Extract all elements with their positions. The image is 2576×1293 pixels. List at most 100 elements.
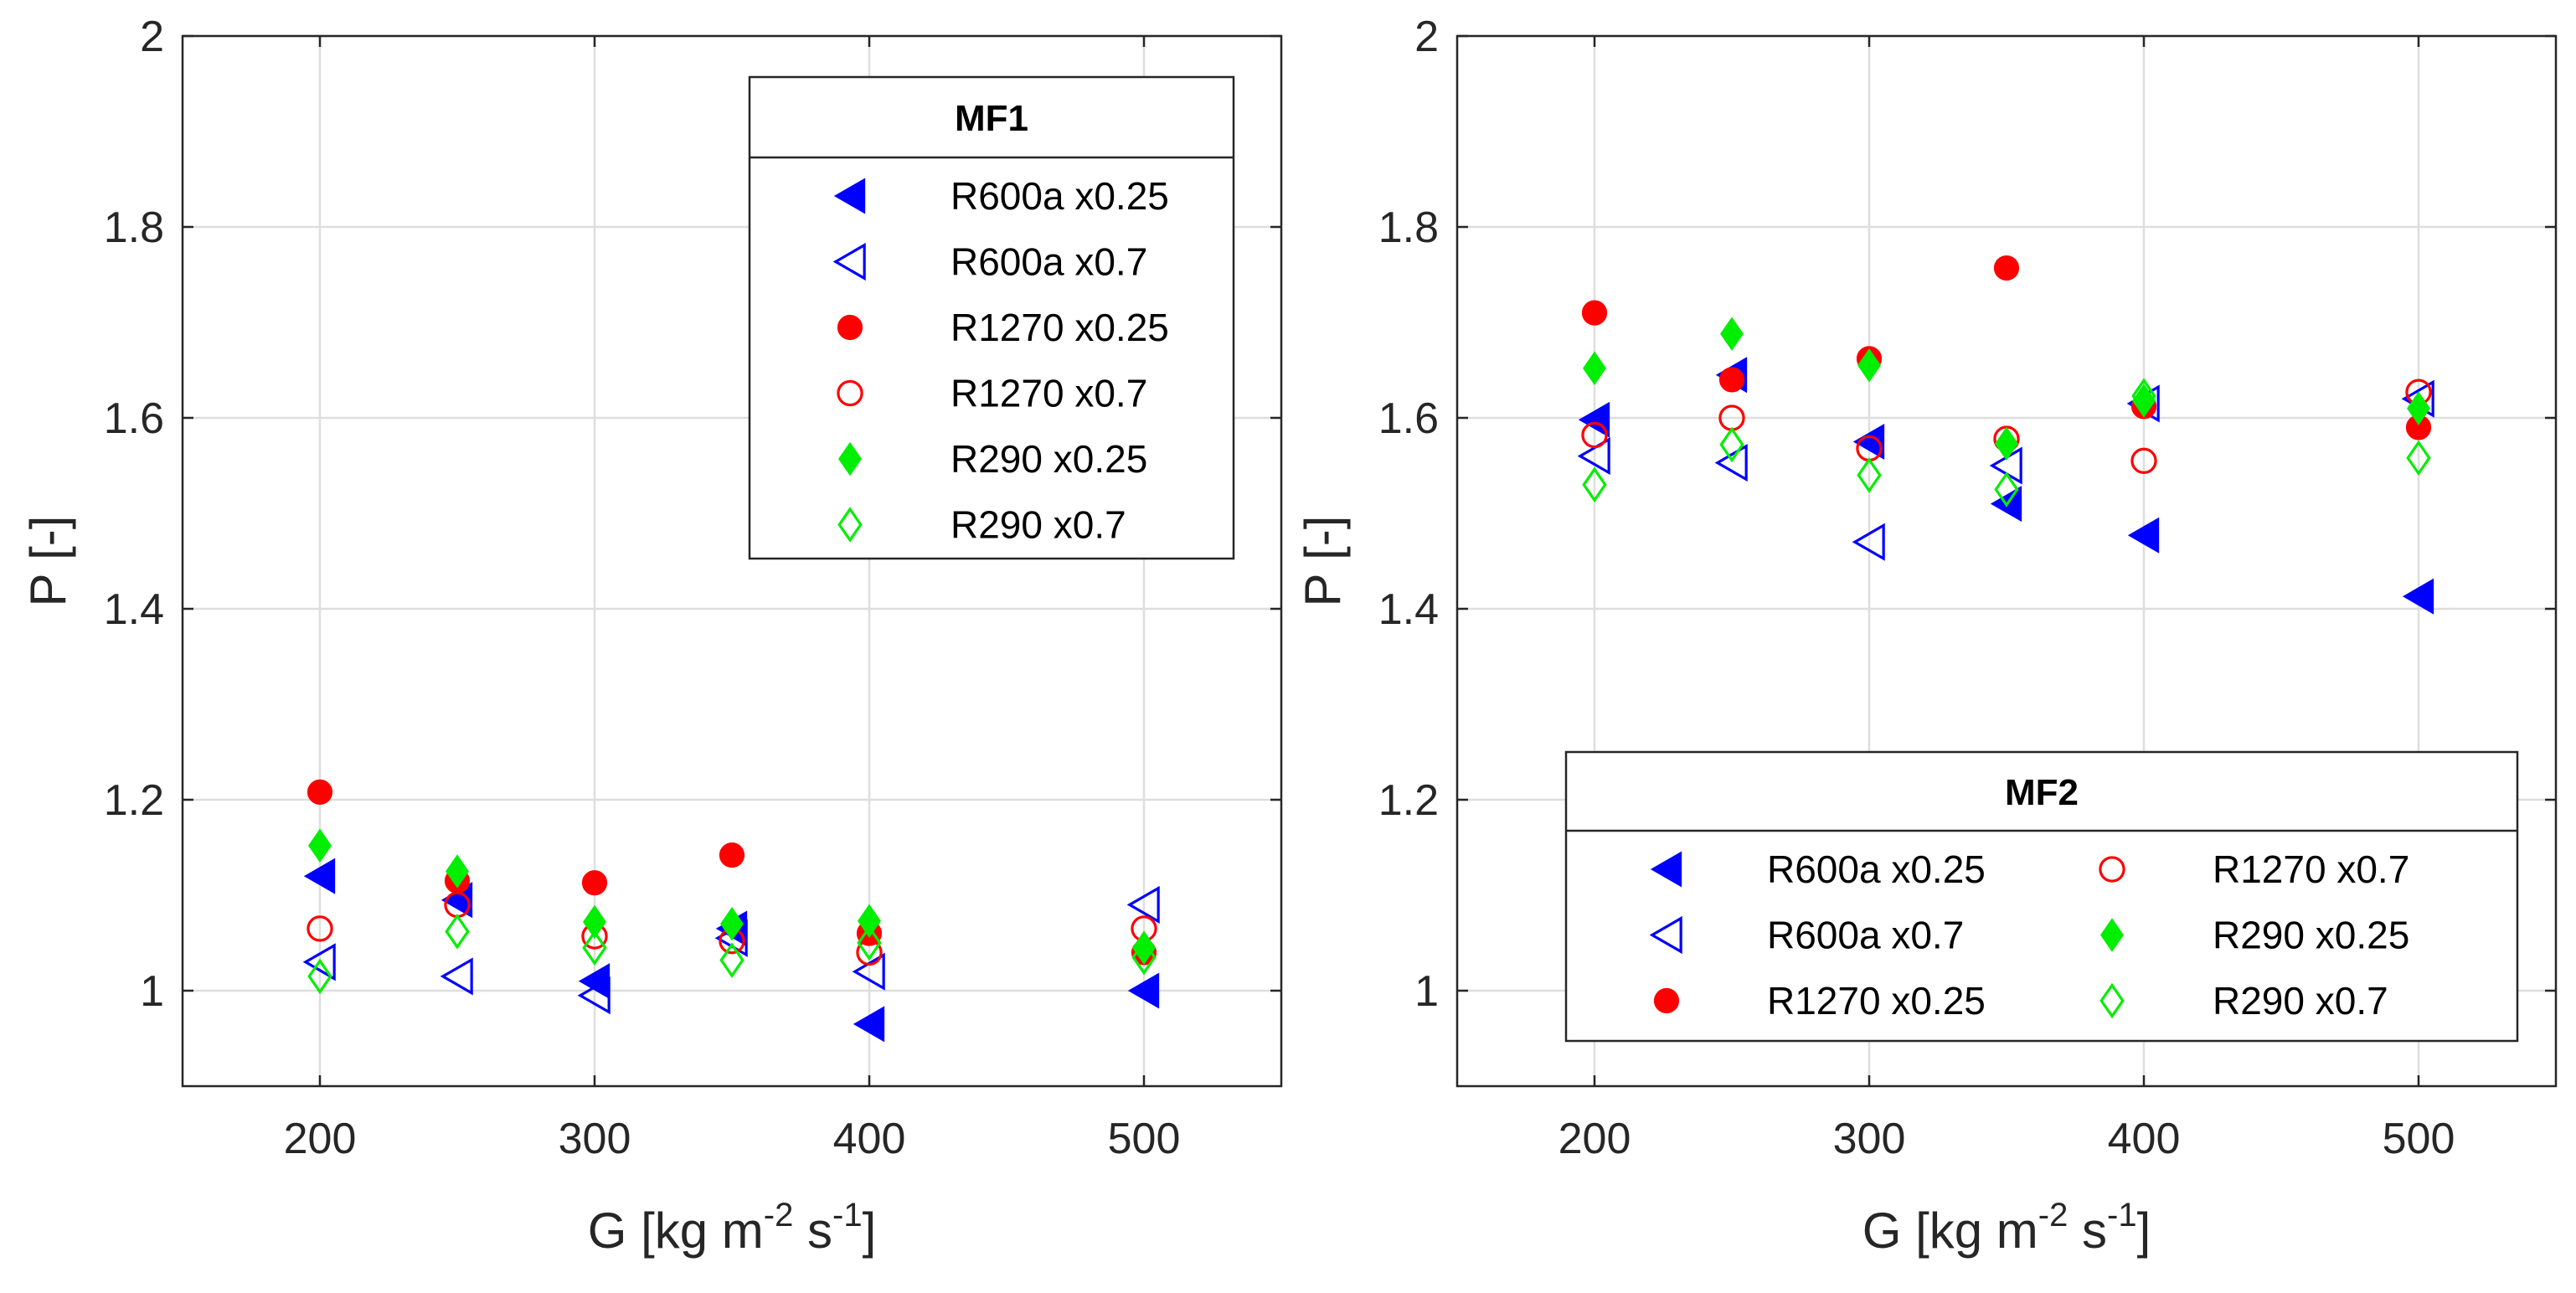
y-tick-label: 1.4 <box>1378 585 1439 634</box>
legend-title: MF2 <box>2005 772 2079 813</box>
y-tick-label: 1 <box>140 967 164 1016</box>
data-point <box>1127 972 1160 1009</box>
legend-marker <box>1650 851 1682 888</box>
series-r290-x0-25 <box>1583 317 2430 461</box>
series-r290-x0-7 <box>1582 378 2431 507</box>
data-point <box>2131 378 2156 415</box>
data-point <box>2402 578 2434 615</box>
data-point <box>719 842 745 868</box>
legend-box <box>1564 750 2519 1043</box>
legend-entry-label: R290 x0.25 <box>951 437 1147 481</box>
data-point <box>1857 457 1882 493</box>
legend-marker <box>837 507 863 543</box>
data-point <box>2132 384 2156 418</box>
legend-marker <box>2100 918 2124 952</box>
legend-marker <box>1653 987 1680 1014</box>
data-point <box>583 904 606 940</box>
data-point <box>1719 426 1744 463</box>
legend-entry-label: R1270 x0.25 <box>951 306 1169 349</box>
data-point <box>2406 440 2431 477</box>
x-tick-label: 500 <box>2383 1115 2455 1163</box>
y-tick-label: 1.6 <box>104 394 164 443</box>
data-point <box>302 943 336 981</box>
series-r290-x0-25 <box>308 828 1156 965</box>
y-tick-label: 2 <box>140 13 164 61</box>
legend-entry-label: R1270 x0.25 <box>1767 979 1986 1023</box>
data-point <box>1581 300 1608 326</box>
data-point <box>1718 367 1745 393</box>
legend-entry-label: R290 x0.25 <box>2213 914 2409 957</box>
y-tick-label: 1.2 <box>104 776 164 825</box>
y-tick-label: 1.8 <box>104 203 164 252</box>
data-point <box>1582 466 1607 503</box>
legend-marker <box>1649 915 1682 955</box>
legend-marker <box>2099 982 2125 1019</box>
legend: MF1 R600a x0.25 R600a x0.7 R1270 x0.25 R1270… <box>748 75 1235 560</box>
legend-entry-label: R290 x0.7 <box>951 503 1126 547</box>
data-point <box>2127 517 2160 554</box>
legend-marker <box>2099 856 2125 883</box>
axis-ticks: 200 300 400 500 1 1.2 1.4 1.6 1.8 2 <box>104 13 1281 1163</box>
y-tick-label: 1.2 <box>1378 776 1439 825</box>
data-point <box>2407 391 2430 425</box>
legend-marker <box>833 178 866 214</box>
data-point <box>307 915 333 942</box>
data-point <box>1583 351 1606 385</box>
data-point <box>581 870 608 896</box>
data-point <box>577 976 611 1015</box>
legend-entry-label: R600a x0.7 <box>951 240 1147 284</box>
x-tick-label: 200 <box>284 1115 357 1163</box>
data-point <box>1857 348 1881 383</box>
data-point <box>1578 401 1610 438</box>
y-tick-label: 1 <box>1414 967 1439 1016</box>
legend-marker <box>837 314 863 341</box>
y-tick-label: 1.8 <box>1378 203 1439 252</box>
y-tick-label: 2 <box>1414 13 1439 61</box>
data-point <box>303 858 336 894</box>
legend-marker <box>837 379 863 407</box>
x-tick-label: 300 <box>559 1115 631 1163</box>
x-tick-label: 500 <box>1108 1115 1181 1163</box>
data-point <box>719 942 744 978</box>
y-tick-label: 1.4 <box>104 585 164 634</box>
data-point <box>856 939 883 966</box>
data-point <box>857 925 882 961</box>
legend-entry-label: R290 x0.7 <box>2213 979 2388 1023</box>
data-point <box>440 957 473 996</box>
legend-entry-label: R1270 x0.7 <box>2213 847 2409 891</box>
legend-entry-label: R600a x0.25 <box>1767 847 1986 891</box>
data-point <box>1994 471 2019 507</box>
x-tick-label: 300 <box>1833 1115 1906 1163</box>
axis-ticks: 200 300 400 500 1 1.2 1.4 1.6 1.8 2 <box>1378 13 2556 1163</box>
x-tick-label: 400 <box>833 1115 906 1163</box>
y-tick-label: 1.6 <box>1378 394 1439 443</box>
axes-box <box>1455 34 2558 1088</box>
y-axis-label: P [-] <box>1295 516 1351 607</box>
legend-marker <box>838 441 862 477</box>
data-point <box>720 906 744 941</box>
chart-mf2: 200 300 400 500 1 1.2 1.4 1.6 1.8 2 G [kg m-2 s-1]… <box>1295 13 2558 1259</box>
data-point <box>307 779 333 805</box>
legend-entry-label: R600a x0.25 <box>951 174 1169 218</box>
data-point <box>1132 930 1156 965</box>
y-axis-label: P [-] <box>20 516 76 607</box>
data-point <box>582 930 607 966</box>
data-point <box>307 958 332 995</box>
legend-entry-label: R600a x0.7 <box>1767 914 1964 957</box>
x-tick-label: 200 <box>1558 1115 1631 1163</box>
series-r290-x0-7 <box>307 914 1157 995</box>
x-axis-label: G [kg m-2 s-1] <box>588 1197 877 1259</box>
data-point <box>858 904 881 939</box>
axes-box <box>181 34 1283 1088</box>
data-point <box>1126 885 1160 924</box>
data-point <box>1852 423 1885 461</box>
legend-title: MF1 <box>955 98 1028 139</box>
data-point <box>1995 426 2018 461</box>
data-point <box>446 854 469 889</box>
data-point <box>445 914 470 950</box>
data-point <box>308 828 332 863</box>
data-point <box>853 1006 885 1043</box>
legend-entry-label: R1270 x0.7 <box>951 372 1147 415</box>
x-axis-label: G [kg m-2 s-1] <box>1862 1197 2151 1259</box>
